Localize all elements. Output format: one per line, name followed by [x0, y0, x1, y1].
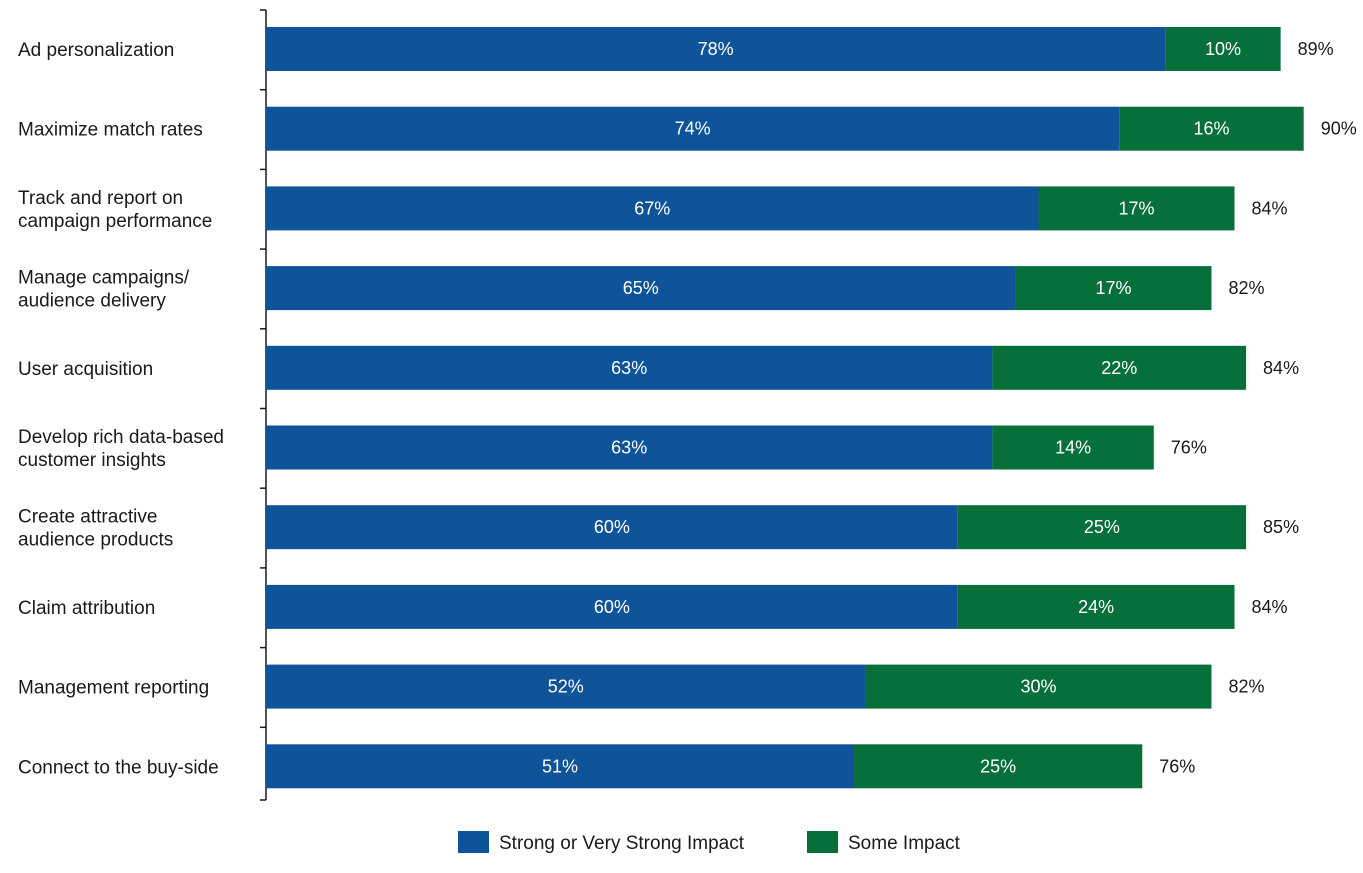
segment-value-label: 17% — [1095, 278, 1131, 298]
legend: Strong or Very Strong Impact Some Impact — [458, 831, 961, 854]
segment-value-label: 78% — [698, 39, 734, 59]
total-value-label: 89% — [1298, 39, 1334, 59]
segment-value-label: 63% — [611, 438, 647, 458]
total-value-label: 82% — [1228, 677, 1264, 697]
bar-segment — [266, 664, 866, 709]
segment-value-label: 17% — [1118, 198, 1154, 218]
total-value-label: 85% — [1263, 517, 1299, 537]
category-label: Maximize match rates — [18, 120, 203, 141]
bar-segment — [854, 744, 1143, 789]
category-label: Develop rich data-based customer insights — [18, 427, 224, 471]
bars: 78% 10% 89% 74% 16% 90% 67% 17% 84% 65% 17% 82% 63% 2… — [266, 27, 1357, 789]
segment-value-label: 16% — [1193, 119, 1229, 139]
category-label-line: Track and report on — [18, 188, 183, 209]
bar-segment — [957, 505, 1247, 550]
bar-segment — [266, 505, 958, 550]
bar-segment — [266, 266, 1016, 311]
legend-label: Strong or Very Strong Impact — [499, 833, 745, 854]
bar-segment — [1015, 266, 1212, 311]
segment-value-label: 63% — [611, 358, 647, 378]
category-label-line: User acquisition — [18, 359, 153, 380]
segment-value-label: 60% — [594, 597, 630, 617]
bar-segment — [957, 584, 1235, 629]
category-label-line: campaign performance — [18, 211, 212, 232]
total-value-label: 82% — [1228, 278, 1264, 298]
segment-value-label: 65% — [623, 278, 659, 298]
category-label: Manage campaigns/audience delivery — [18, 268, 190, 312]
segment-value-label: 25% — [1084, 517, 1120, 537]
category-label-line: Create attractive — [18, 507, 157, 528]
bar-segment — [266, 27, 1166, 71]
segment-value-label: 14% — [1055, 438, 1091, 458]
bar-segment — [266, 106, 1120, 151]
bar-segment — [865, 664, 1212, 709]
category-label-line: Maximize match rates — [18, 120, 203, 141]
legend-swatch — [807, 831, 838, 853]
segment-value-label: 22% — [1101, 358, 1137, 378]
bar-segment — [1119, 106, 1304, 151]
category-label-line: Connect to the buy-side — [18, 757, 219, 778]
total-value-label: 90% — [1321, 119, 1357, 139]
y-axis — [260, 9, 267, 801]
segment-value-label: 24% — [1078, 597, 1114, 617]
bar-segment — [1038, 186, 1235, 231]
segment-value-label: 52% — [548, 677, 584, 697]
segment-value-label: 10% — [1205, 39, 1241, 59]
segment-value-label: 51% — [542, 756, 578, 776]
bar-segment — [266, 744, 855, 789]
category-label: Claim attribution — [18, 598, 155, 619]
category-label-line: audience products — [18, 530, 173, 551]
category-label-line: customer insights — [18, 450, 166, 471]
total-value-label: 76% — [1159, 756, 1195, 776]
category-label: Create attractive audience products — [18, 507, 173, 551]
category-label-line: audience delivery — [18, 291, 166, 312]
segment-value-label: 25% — [980, 756, 1016, 776]
category-label-line: Ad personalization — [18, 40, 174, 61]
category-label-line: Management reporting — [18, 678, 209, 699]
category-label: Ad personalization — [18, 40, 174, 61]
total-value-label: 84% — [1252, 597, 1288, 617]
segment-value-label: 60% — [594, 517, 630, 537]
category-label: Management reporting — [18, 678, 209, 699]
total-value-label: 84% — [1252, 198, 1288, 218]
category-label: Connect to the buy-side — [18, 757, 219, 778]
category-label-line: Develop rich data-based — [18, 427, 224, 448]
segment-value-label: 67% — [634, 198, 670, 218]
bar-segment — [266, 186, 1039, 231]
legend-label: Some Impact — [848, 833, 961, 854]
bar-segment — [1165, 27, 1281, 71]
total-value-label: 76% — [1171, 438, 1207, 458]
legend-swatch — [458, 831, 489, 853]
bar-segment — [266, 345, 993, 390]
bar-segment — [266, 425, 993, 470]
segment-value-label: 30% — [1020, 677, 1056, 697]
total-value-label: 84% — [1263, 358, 1299, 378]
bar-segment — [992, 345, 1247, 390]
category-label-line: Manage campaigns/ — [18, 268, 190, 289]
bar-segment — [992, 425, 1154, 470]
category-label-line: Claim attribution — [18, 598, 155, 619]
category-label: Track and report on campaign performance — [18, 188, 212, 232]
bar-segment — [266, 584, 958, 629]
category-label: User acquisition — [18, 359, 153, 380]
category-labels: Ad personalization Maximize match rates Tr… — [18, 40, 224, 778]
segment-value-label: 74% — [675, 119, 711, 139]
